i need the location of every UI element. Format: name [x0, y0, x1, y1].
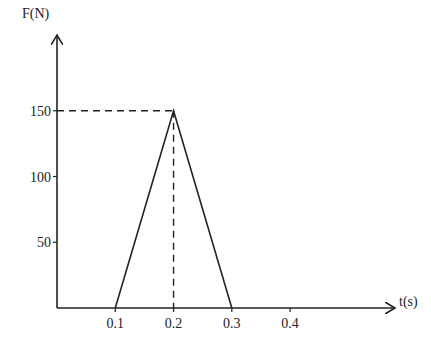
y-axis-label: F(N): [22, 6, 50, 22]
y-axis: [56, 35, 58, 308]
x-tick: [290, 308, 291, 312]
x-tick: [231, 308, 232, 312]
x-tick-label: 0.1: [107, 316, 125, 331]
force-line: [115, 111, 232, 308]
y-tick-label: 150: [30, 104, 51, 119]
x-axis: [57, 307, 395, 309]
y-tick: [53, 242, 57, 243]
x-tick: [173, 308, 174, 312]
chart-container: 0.1 0.2 0.3 0.4 50 100 150 F(N) t(s): [0, 0, 431, 337]
x-tick: [115, 308, 116, 312]
x-tick-label: 0.4: [281, 316, 299, 331]
peak-guide-v: [173, 111, 174, 308]
y-tick-label: 50: [37, 235, 51, 250]
y-tick: [53, 110, 57, 111]
x-tick-label: 0.3: [223, 316, 241, 331]
x-tick-label: 0.2: [165, 316, 183, 331]
y-tick: [53, 176, 57, 177]
x-axis-label: t(s): [399, 294, 418, 310]
peak-guide-h: [57, 110, 174, 111]
chart-svg: 0.1 0.2 0.3 0.4 50 100 150 F(N) t(s): [0, 0, 431, 337]
y-tick-label: 100: [30, 170, 51, 185]
plot-area: [115, 111, 232, 308]
